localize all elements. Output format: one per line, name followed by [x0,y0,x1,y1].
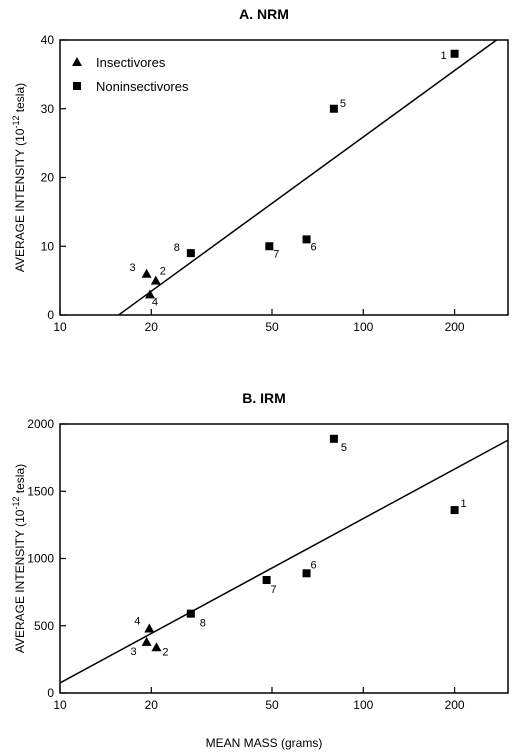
point-label: 4 [152,296,158,308]
noninsectivore-point [450,49,459,58]
x-tick-label: 100 [353,698,373,712]
x-tick-label: 20 [145,320,159,334]
y-axis-title: AVERAGE INTENSITY (10-12 tesla) [11,464,27,653]
y-tick-label: 30 [41,102,55,116]
x-tick-label: 10 [53,698,67,712]
insectivore-point [144,623,155,633]
point-label: 2 [162,646,168,658]
point-label: 5 [340,98,346,110]
noninsectivore-point [329,434,338,443]
y-tick-label: 500 [34,619,54,633]
y-tick-label: 40 [41,33,55,47]
insectivore-point [141,268,152,278]
insectivore-point [151,642,162,652]
y-axis-title-main: AVERAGE INTENSITY (10 [13,128,27,272]
y-tick-label: 1000 [27,552,54,566]
point-label: 3 [131,646,137,658]
noninsectivore-point [186,249,195,258]
y-axis-title-end: tesla) [13,464,27,497]
point-label: 8 [174,242,180,254]
legend: Insectivores Noninsectivores [72,55,189,94]
y-axis-title-sup: -12 [11,116,21,129]
x-tick-label: 10 [53,320,67,334]
y-axis-title-sup: -12 [11,497,21,510]
chart-title: B. IRM [242,390,286,406]
noninsectivore-point [265,242,274,251]
point-label: 1 [441,50,447,62]
chart-title: A. NRM [239,6,289,22]
y-tick-label: 1500 [27,484,54,498]
legend-triangle-marker [72,57,82,66]
point-label: 6 [310,241,316,253]
y-axis-title: AVERAGE INTENSITY (10-12 tesla) [11,83,27,272]
point-label: 1 [461,498,467,510]
legend-label: Noninsectivores [96,79,189,94]
x-axis-title: MEAN MASS (grams) [206,736,323,750]
chart-panel-2: B. IRM 0 500 1000 1500 2000 10 20 50 100 200 AVERAG… [11,390,509,750]
legend-label: Insectivores [96,55,166,70]
y-tick-label: 20 [41,171,55,185]
y-tick-label: 0 [47,686,54,700]
x-tick-label: 20 [145,698,159,712]
x-tick-label: 200 [445,698,465,712]
insectivore-point [141,636,152,646]
noninsectivore-point [262,576,271,585]
point-label: 6 [310,559,316,571]
noninsectivore-point [302,569,311,578]
x-tick-label: 100 [353,320,373,334]
x-tick-label: 50 [265,320,279,334]
point-label: 7 [273,248,279,260]
y-axis-title-end: tesla) [13,83,27,116]
insectivore-point [150,275,161,285]
y-tick-label: 2000 [27,417,54,431]
regression-line [118,39,497,316]
point-label: 5 [341,442,347,454]
x-tick-label: 50 [265,698,279,712]
regression-line [59,439,509,684]
noninsectivore-point [302,235,311,244]
y-tick-label: 0 [47,308,54,322]
y-tick-label: 10 [41,239,55,253]
insectivore-point [144,289,155,299]
point-label: 7 [271,584,277,596]
noninsectivore-point [329,104,338,113]
point-label: 2 [160,266,166,278]
point-label: 8 [200,618,206,630]
point-label: 3 [130,262,136,274]
x-tick-label: 200 [445,320,465,334]
noninsectivore-point [450,506,459,515]
plot-frame [59,423,509,694]
y-axis-title-main: AVERAGE INTENSITY (10 [13,509,27,653]
point-label: 4 [134,615,140,627]
noninsectivore-point [186,609,195,618]
legend-square-marker [73,82,81,90]
